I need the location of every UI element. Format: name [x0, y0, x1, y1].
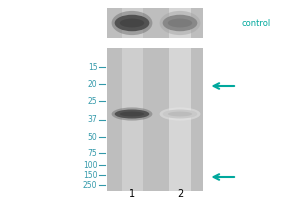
Bar	[169, 48, 190, 191]
Ellipse shape	[112, 107, 152, 121]
Text: 25: 25	[88, 97, 98, 106]
Text: 50: 50	[88, 132, 98, 142]
Text: 150: 150	[83, 170, 98, 180]
Text: 250: 250	[83, 180, 98, 190]
Ellipse shape	[160, 11, 200, 35]
Bar	[106, 48, 202, 191]
Ellipse shape	[168, 19, 192, 27]
Ellipse shape	[168, 112, 192, 116]
Ellipse shape	[160, 107, 200, 121]
Ellipse shape	[115, 15, 149, 31]
Bar	[169, 8, 190, 38]
Ellipse shape	[163, 110, 197, 118]
Text: control: control	[242, 19, 271, 27]
Ellipse shape	[115, 110, 149, 118]
Text: 2: 2	[177, 189, 183, 199]
Text: 20: 20	[88, 80, 98, 88]
Text: 75: 75	[88, 148, 98, 158]
Ellipse shape	[120, 19, 144, 27]
Ellipse shape	[163, 15, 197, 31]
Text: 100: 100	[83, 160, 98, 170]
Ellipse shape	[120, 112, 144, 116]
Text: 15: 15	[88, 62, 98, 72]
Text: 37: 37	[88, 116, 98, 124]
Bar	[122, 48, 142, 191]
Text: 1: 1	[129, 189, 135, 199]
Bar	[122, 8, 142, 38]
Ellipse shape	[112, 11, 152, 35]
Bar	[106, 8, 202, 38]
